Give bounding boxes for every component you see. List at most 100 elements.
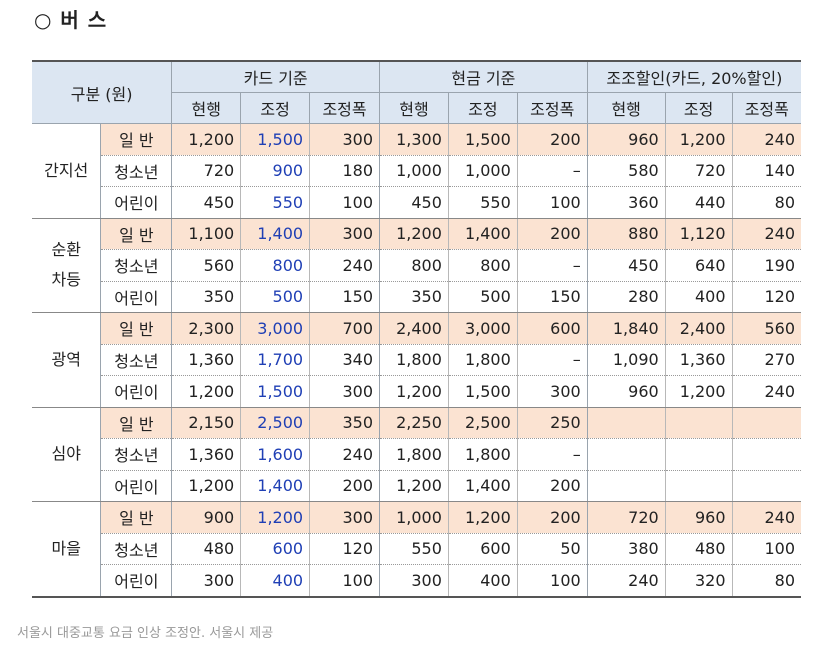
fare-cell: 360 [586, 186, 666, 219]
fare-cell: 600 [447, 533, 518, 565]
card-basis-header: 카드 기준 [171, 60, 380, 93]
fare-cell: 1,400 [447, 218, 518, 250]
fare-cell: 1,500 [240, 375, 310, 408]
sub-header: 현행 [586, 92, 666, 124]
fare-cell: 100 [731, 533, 801, 565]
fare-cell: 240 [309, 249, 380, 282]
sub-header: 조정 [664, 92, 733, 124]
fare-cell [664, 470, 733, 502]
fare-cell: 480 [664, 533, 733, 565]
sub-header: 현행 [379, 92, 449, 124]
table-row: 심야 일 반 2,150 2,500 350 2,250 2,500 250 [32, 407, 801, 502]
fare-cell: 1,200 [664, 123, 733, 156]
fare-cell: – [516, 344, 588, 376]
fare-cell: 1,200 [379, 470, 449, 502]
fare-cell: 100 [516, 186, 588, 219]
fare-cell: 1,360 [664, 344, 733, 376]
fare-cell: 880 [586, 218, 666, 250]
fare-cell: 1,600 [240, 438, 310, 471]
fare-cell: 340 [309, 344, 380, 376]
table-row: 어린이 300 400 100 300 400 100 240 320 80 [32, 564, 801, 598]
fare-cell: 1,800 [379, 344, 449, 376]
fare-cell: 120 [731, 281, 801, 313]
fare-cell: 80 [731, 564, 801, 598]
fare-cell: 1,800 [379, 438, 449, 471]
fare-cell: 1,200 [664, 375, 733, 408]
fare-cell: 240 [731, 123, 801, 156]
fare-cell: 1,400 [240, 470, 310, 502]
fare-cell [664, 438, 733, 471]
fare-cell: 300 [171, 564, 241, 598]
fare-cell: 960 [586, 123, 666, 156]
route-type-label: 순환 차등 [32, 218, 101, 313]
fare-cell: 100 [516, 564, 588, 598]
fare-cell [731, 470, 801, 502]
fare-cell: 200 [516, 218, 588, 250]
fare-cell: 240 [309, 438, 380, 471]
fare-cell: 1,120 [664, 218, 733, 250]
fare-cell: 720 [586, 501, 666, 534]
fare-cell: 1,100 [171, 218, 241, 250]
route-type-label: 간지선 [32, 123, 101, 219]
table-row: 어린이 450 550 100 450 550 100 360 440 80 [32, 186, 801, 219]
fare-cell: 1,200 [240, 501, 310, 534]
fare-cell: 800 [447, 249, 518, 282]
fare-cell [664, 407, 733, 439]
passenger-type-label: 일 반 [100, 501, 173, 534]
fare-cell: 450 [379, 186, 449, 219]
bus-fare-table: 구분 (원) 카드 기준 현금 기준 조조할인(카드, 20%할인) 현행 조정… [32, 60, 801, 598]
fare-cell: 1,200 [171, 375, 241, 408]
sub-header: 조정폭 [516, 92, 588, 124]
fare-cell: 1,300 [379, 123, 449, 156]
fare-cell: 960 [664, 501, 733, 534]
image-caption: 서울시 대중교통 요금 인상 조정안. 서울시 제공 [17, 626, 274, 641]
fare-cell: 550 [240, 186, 310, 219]
sub-header: 조정 [447, 92, 518, 124]
sub-header: 조정 [240, 92, 310, 124]
fare-cell: 2,400 [379, 312, 449, 345]
fare-cell: 380 [586, 533, 666, 565]
route-type-label: 심야 [32, 407, 101, 502]
fare-table-body: 간지선 일 반 1,200 1,500 300 1,300 1,500 200 960 1,200… [32, 123, 801, 598]
fare-cell: – [516, 249, 588, 282]
fare-cell: 1,200 [447, 501, 518, 534]
fare-cell: 800 [379, 249, 449, 282]
fare-cell: 300 [309, 123, 380, 156]
fare-cell [586, 438, 666, 471]
fare-cell: 200 [516, 123, 588, 156]
fare-cell: 2,500 [447, 407, 518, 439]
fare-cell [731, 438, 801, 471]
fare-cell: 1,000 [447, 155, 518, 187]
fare-cell: 900 [240, 155, 310, 187]
sub-header: 조정폭 [731, 92, 801, 124]
fare-cell [586, 470, 666, 502]
passenger-type-label: 어린이 [100, 470, 173, 502]
fare-cell: 450 [586, 249, 666, 282]
fare-cell: 1,200 [171, 123, 241, 156]
fare-cell: – [516, 155, 588, 187]
fare-cell: 250 [516, 407, 588, 439]
fare-cell: 1,800 [447, 438, 518, 471]
fare-cell: 3,000 [240, 312, 310, 345]
passenger-type-label: 어린이 [100, 186, 173, 219]
sub-header: 현행 [171, 92, 241, 124]
table-row: 어린이 350 500 150 350 500 150 280 400 120 [32, 281, 801, 313]
fare-cell: 800 [240, 249, 310, 282]
fare-cell: 550 [379, 533, 449, 565]
table-row: 어린이 1,200 1,400 200 1,200 1,400 200 [32, 470, 801, 502]
category-header: 구분 (원) [32, 60, 172, 124]
fare-cell: 560 [171, 249, 241, 282]
fare-cell: 140 [731, 155, 801, 187]
fare-cell: 180 [309, 155, 380, 187]
fare-cell: 1,400 [447, 470, 518, 502]
fare-cell: 100 [309, 564, 380, 598]
fare-cell: 350 [379, 281, 449, 313]
fare-cell: 1,200 [379, 218, 449, 250]
fare-cell: 2,500 [240, 407, 310, 439]
fare-cell: 1,500 [447, 123, 518, 156]
sub-header: 조정폭 [309, 92, 380, 124]
fare-cell: 1,090 [586, 344, 666, 376]
fare-cell: 240 [731, 218, 801, 250]
fare-cell: 1,360 [171, 438, 241, 471]
fare-cell: 120 [309, 533, 380, 565]
